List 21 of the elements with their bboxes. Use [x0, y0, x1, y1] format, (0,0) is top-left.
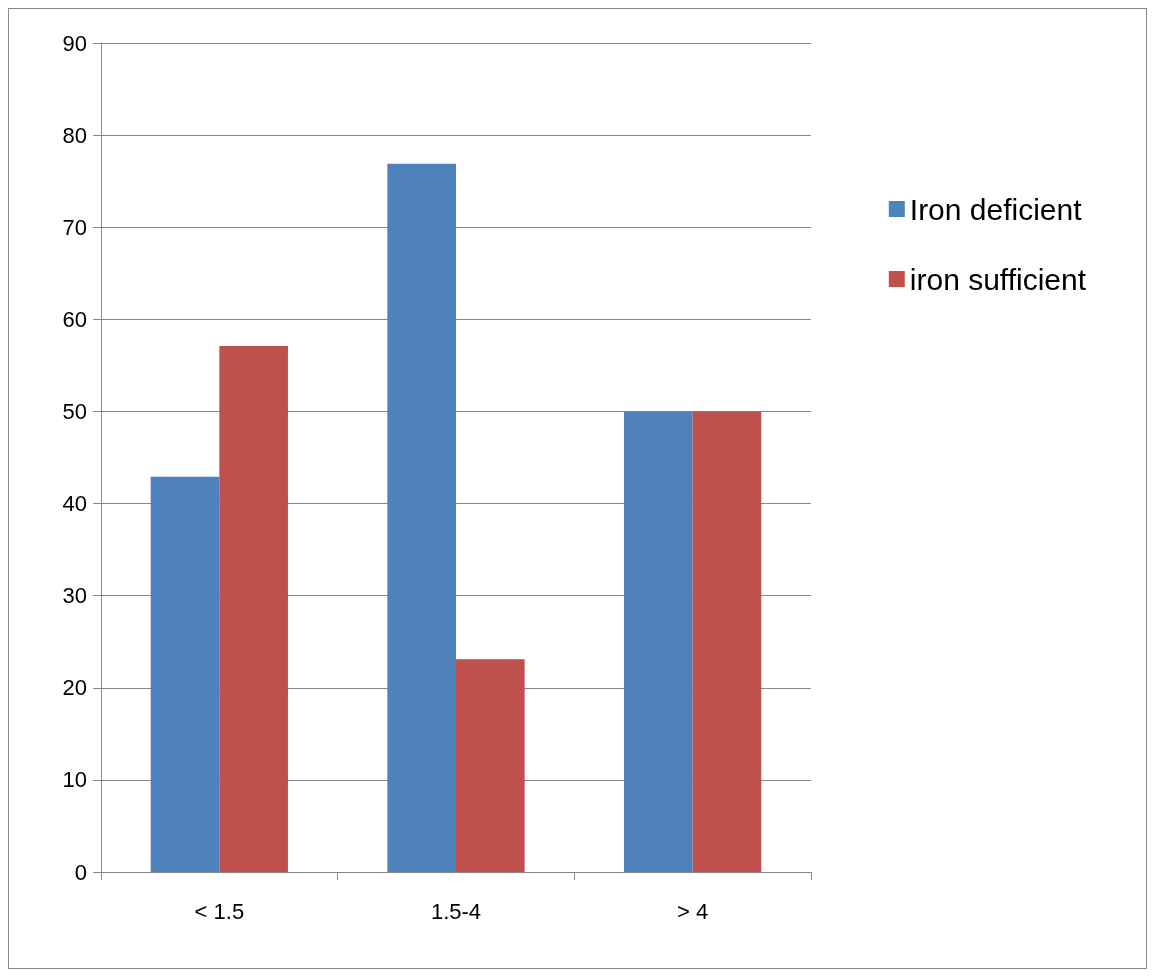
y-tick-label: 90 — [62, 30, 87, 56]
y-tick-label: 60 — [62, 306, 87, 332]
y-tick-label: 30 — [62, 583, 87, 609]
legend-label: iron sufficient — [909, 262, 1087, 296]
bar — [219, 346, 288, 872]
y-tick-label: 0 — [74, 859, 87, 885]
x-tick-label: < 1.5 — [194, 898, 245, 924]
x-tick-label: 1.5-4 — [430, 898, 482, 924]
bar — [456, 659, 525, 872]
legend-label: Iron deficient — [909, 192, 1083, 226]
y-tick-label: 50 — [62, 398, 87, 424]
x-tick-label: > 4 — [677, 898, 709, 924]
y-tick-label: 80 — [62, 122, 87, 148]
bar — [692, 411, 762, 872]
bar — [150, 476, 220, 872]
y-tick-label: 70 — [62, 214, 87, 240]
bar — [387, 163, 456, 872]
bar — [624, 411, 693, 872]
y-tick-label: 10 — [62, 767, 87, 793]
y-tick-label: 20 — [62, 675, 87, 701]
y-tick-label: 40 — [62, 491, 87, 517]
